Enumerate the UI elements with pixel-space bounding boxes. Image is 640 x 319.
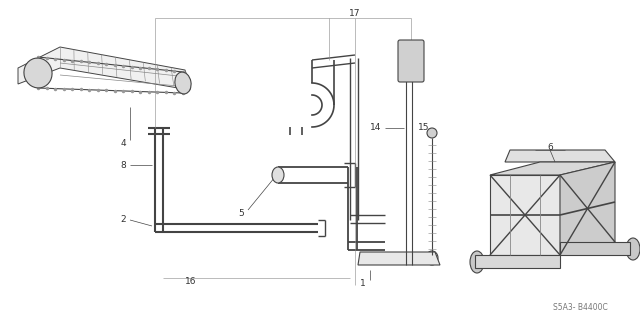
Text: 5: 5 bbox=[238, 209, 244, 218]
Text: 6: 6 bbox=[547, 143, 553, 152]
Text: S5A3- B4400C: S5A3- B4400C bbox=[552, 303, 607, 313]
Ellipse shape bbox=[427, 128, 437, 138]
Text: 15: 15 bbox=[418, 123, 429, 132]
Ellipse shape bbox=[24, 58, 52, 88]
Text: 8: 8 bbox=[120, 160, 126, 169]
Ellipse shape bbox=[175, 72, 191, 94]
Polygon shape bbox=[358, 252, 440, 265]
Ellipse shape bbox=[470, 251, 484, 273]
Ellipse shape bbox=[272, 167, 284, 183]
Polygon shape bbox=[490, 175, 560, 255]
Text: 4: 4 bbox=[120, 138, 126, 147]
FancyBboxPatch shape bbox=[398, 40, 424, 82]
Polygon shape bbox=[475, 255, 560, 268]
Polygon shape bbox=[560, 162, 615, 255]
Text: 1: 1 bbox=[360, 278, 366, 287]
Text: 14: 14 bbox=[370, 123, 381, 132]
Polygon shape bbox=[505, 150, 615, 162]
Polygon shape bbox=[490, 162, 615, 175]
Text: 16: 16 bbox=[185, 278, 196, 286]
Polygon shape bbox=[18, 47, 190, 90]
Ellipse shape bbox=[626, 238, 640, 260]
Polygon shape bbox=[560, 242, 630, 255]
Text: 2: 2 bbox=[120, 216, 126, 225]
Text: 17: 17 bbox=[349, 10, 361, 19]
